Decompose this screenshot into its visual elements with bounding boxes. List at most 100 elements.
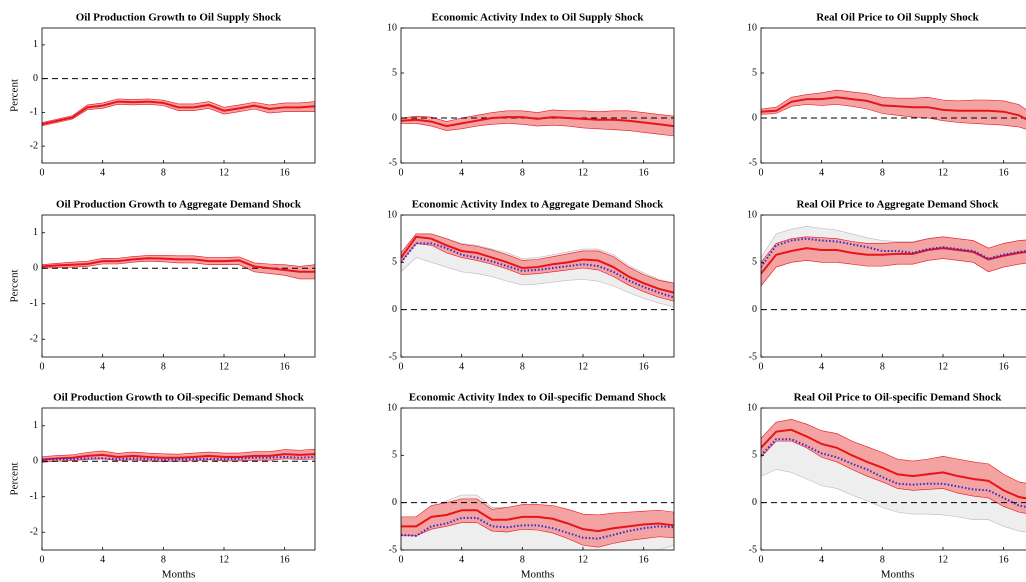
x-axis-label: Months (162, 569, 196, 581)
x-tick-label: 8 (880, 554, 885, 565)
dotted-line (761, 438, 1026, 508)
response-line (401, 235, 674, 294)
x-tick-label: 16 (999, 167, 1009, 178)
x-tick-label: 8 (520, 167, 525, 178)
x-tick-label: 8 (880, 361, 885, 372)
plot-area (42, 78, 315, 127)
x-tick-label: 4 (459, 554, 464, 565)
x-tick-label: 0 (40, 167, 45, 178)
y-tick-label: -1 (30, 107, 38, 118)
x-tick-label: 8 (161, 167, 166, 178)
y-tick-label: 10 (747, 22, 757, 33)
x-tick-label: 8 (520, 554, 525, 565)
y-tick-label: 0 (752, 497, 757, 508)
y-tick-label: -5 (749, 544, 757, 555)
x-tick-label: 16 (639, 361, 649, 372)
axes-frame (41, 27, 316, 164)
y-tick-label: -5 (389, 351, 397, 362)
plot-area (401, 233, 674, 311)
chart-title: Oil Production Growth to Oil Supply Shoc… (76, 12, 282, 24)
x-tick-label: 0 (399, 554, 404, 565)
axes-frame (760, 214, 1026, 358)
x-axis-label: Months (521, 569, 555, 581)
chart-title: Economic Activity Index to Aggregate Dem… (412, 199, 664, 211)
x-tick-label: 4 (819, 554, 824, 565)
y-tick-label: 0 (392, 304, 397, 315)
y-tick-label: 10 (747, 209, 757, 220)
y-tick-label: 0 (33, 456, 38, 467)
x-axis-label: Months (881, 569, 915, 581)
y-tick-label: 1 (33, 39, 38, 50)
y-tick-label: 5 (752, 450, 757, 461)
chart-title: Economic Activity Index to Oil-specific … (409, 392, 667, 404)
y-tick-label: 1 (33, 420, 38, 431)
plot-area (401, 494, 674, 550)
response-line (761, 428, 1026, 500)
x-tick-label: 16 (280, 167, 290, 178)
plot-area (761, 419, 1026, 533)
confidence-band (401, 109, 674, 137)
axes-frame (41, 214, 316, 358)
x-tick-label: 4 (100, 167, 105, 178)
y-axis-label: Percent (9, 270, 21, 303)
y-tick-label: -5 (389, 157, 397, 168)
x-tick-label: 12 (219, 554, 229, 565)
panel: 0 4 8 12 16 -2 -1 0 1 Oil Production Growth to Oi… (9, 392, 316, 581)
axes-frame (41, 407, 316, 551)
y-tick-label: 10 (387, 22, 397, 33)
x-tick-label: 16 (639, 167, 649, 178)
response-line (42, 257, 315, 273)
plot-area (42, 255, 315, 280)
y-axis-label: Percent (9, 79, 21, 112)
chart-title: Oil Production Growth to Aggregate Deman… (56, 199, 302, 211)
axes-frame (400, 27, 675, 164)
x-tick-label: 0 (399, 167, 404, 178)
axes-frame (760, 407, 1026, 551)
plot-area (42, 448, 315, 463)
x-tick-label: 4 (100, 361, 105, 372)
y-tick-label: 5 (752, 257, 757, 268)
plot-area (761, 226, 1026, 311)
y-tick-label: 0 (752, 112, 757, 123)
x-tick-label: 12 (578, 361, 588, 372)
x-tick-label: 0 (759, 554, 764, 565)
y-tick-label: -1 (30, 298, 38, 309)
y-tick-label: 0 (752, 304, 757, 315)
plot-area (401, 109, 674, 137)
x-tick-label: 16 (280, 554, 290, 565)
x-tick-label: 8 (520, 361, 525, 372)
x-tick-label: 16 (999, 361, 1009, 372)
x-tick-label: 12 (578, 554, 588, 565)
y-tick-label: 5 (392, 257, 397, 268)
response-line (401, 116, 674, 128)
panel: 0 4 8 12 16 -2 -1 0 1 Oil Production Growth to Oi… (9, 12, 316, 178)
axes-frame (400, 407, 675, 551)
x-tick-label: 0 (40, 554, 45, 565)
y-axis-label: Percent (9, 463, 21, 496)
confidence-band (761, 236, 1026, 287)
chart-title: Real Oil Price to Aggregate Demand Shock (796, 199, 999, 211)
x-tick-label: 0 (40, 361, 45, 372)
x-tick-label: 8 (880, 167, 885, 178)
response-line (42, 453, 315, 461)
x-tick-label: 12 (219, 361, 229, 372)
y-tick-label: 10 (747, 402, 757, 413)
x-tick-label: 4 (819, 167, 824, 178)
x-tick-label: 12 (938, 554, 948, 565)
x-tick-label: 4 (819, 361, 824, 372)
y-tick-label: 10 (387, 209, 397, 220)
y-tick-label: 0 (33, 263, 38, 274)
x-tick-label: 12 (219, 167, 229, 178)
x-tick-label: 8 (161, 554, 166, 565)
x-tick-label: 12 (938, 361, 948, 372)
chart-title: Real Oil Price to Oil Supply Shock (816, 12, 979, 24)
response-line (401, 509, 674, 533)
x-tick-label: 4 (459, 167, 464, 178)
x-tick-label: 4 (459, 361, 464, 372)
y-tick-label: -2 (30, 140, 38, 151)
x-tick-label: 0 (759, 167, 764, 178)
